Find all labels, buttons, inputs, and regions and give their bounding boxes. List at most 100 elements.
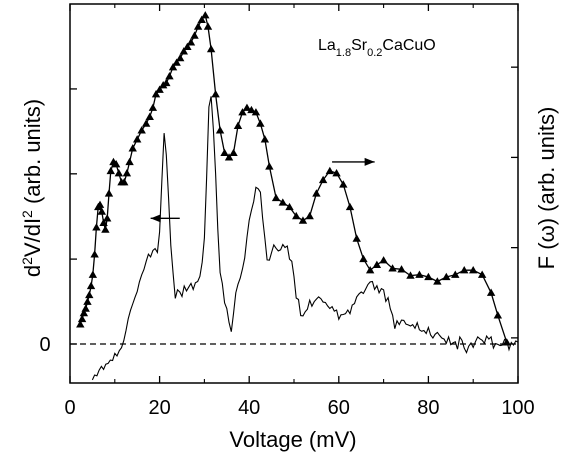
data-point-triangle xyxy=(193,22,203,30)
data-point-triangle xyxy=(125,157,134,166)
data-point-triangle xyxy=(332,168,341,177)
data-point-triangle xyxy=(224,153,234,161)
formula-text: La xyxy=(318,37,336,54)
data-point-triangle xyxy=(442,272,451,281)
x-tick-label: 80 xyxy=(417,397,439,419)
data-point-triangle xyxy=(114,168,124,177)
data-point-triangle xyxy=(122,168,132,177)
y-axis-label-left: d2V/dI2 (arb. units) xyxy=(19,99,45,277)
data-point-triangle xyxy=(251,108,261,116)
data-point-triangle xyxy=(141,119,151,127)
x-tick-label: 60 xyxy=(328,397,350,419)
data-point-triangle xyxy=(278,198,287,206)
data-point-triangle xyxy=(318,175,328,184)
data-point-triangle xyxy=(215,126,225,134)
data-point-triangle xyxy=(339,180,348,188)
data-point-triangle xyxy=(451,270,460,278)
data-point-triangle xyxy=(415,270,424,278)
series-line-f-omega xyxy=(79,13,508,343)
data-point-triangle xyxy=(372,260,382,268)
data-point-triangle xyxy=(120,178,129,186)
data-point-triangle xyxy=(285,202,294,211)
data-point-triangle xyxy=(312,189,321,197)
data-point-triangle xyxy=(162,78,171,87)
data-point-triangle xyxy=(81,304,90,312)
data-point-triangle xyxy=(345,202,355,211)
data-point-triangle xyxy=(165,71,174,80)
data-point-triangle xyxy=(148,103,158,111)
data-point-triangle xyxy=(86,281,96,290)
data-point-triangle xyxy=(238,108,247,116)
data-point-triangle xyxy=(183,42,192,51)
data-point-triangle xyxy=(256,119,265,127)
data-point-triangle xyxy=(95,200,105,208)
data-point-triangle xyxy=(242,103,252,111)
x-tick-label: 0 xyxy=(64,397,75,419)
y-tick-label-left: 0 xyxy=(39,334,50,356)
formula-text: Sr xyxy=(351,37,368,54)
data-point-triangle xyxy=(92,223,101,231)
data-point-triangle xyxy=(101,225,110,233)
data-point-triangle xyxy=(493,311,503,319)
data-point-triangle xyxy=(90,250,99,258)
formula-annotation: La1.8Sr0.2CaCuO xyxy=(318,37,436,59)
data-point-triangle xyxy=(128,144,137,152)
data-point-triangle xyxy=(233,121,243,129)
x-tick-label: 100 xyxy=(501,397,534,419)
data-point-triangle xyxy=(477,270,487,278)
data-point-triangle xyxy=(179,47,188,55)
data-point-triangle xyxy=(176,53,185,62)
data-point-triangle xyxy=(79,308,89,317)
data-point-triangle xyxy=(406,271,415,279)
axis-arrowhead-right xyxy=(364,157,375,166)
data-point-triangle xyxy=(197,15,206,23)
data-point-triangle xyxy=(424,272,433,281)
y-axis-label-right: F (ω) (arb. units) xyxy=(534,107,559,270)
plot-frame xyxy=(69,3,519,384)
data-point-triangle xyxy=(206,44,216,53)
data-point-triangle xyxy=(106,166,115,175)
data-point-triangle xyxy=(379,256,388,264)
formula-subscript: 1.8 xyxy=(336,47,351,59)
data-point-triangle xyxy=(486,288,496,296)
data-point-triangle xyxy=(260,135,270,143)
data-point-triangle xyxy=(151,90,161,98)
data-point-triangle xyxy=(352,234,361,242)
data-point-triangle xyxy=(190,31,199,39)
data-point-triangle xyxy=(155,85,164,93)
data-point-triangle xyxy=(229,148,238,157)
data-point-triangle xyxy=(211,90,220,98)
data-point-triangle xyxy=(104,189,114,197)
data-point-triangle xyxy=(365,266,375,274)
data-point-triangle xyxy=(102,214,112,222)
data-point-triangle xyxy=(137,126,146,134)
data-point-triangle xyxy=(76,320,85,328)
data-point-triangle xyxy=(220,148,229,157)
data-point-triangle xyxy=(265,162,274,170)
data-point-triangle xyxy=(271,193,281,202)
data-point-triangle xyxy=(388,264,397,272)
data-point-triangle xyxy=(460,266,469,274)
data-point-triangle xyxy=(83,297,92,305)
data-point-triangle xyxy=(298,216,308,224)
data-point-triangle xyxy=(305,211,314,220)
data-point-triangle xyxy=(88,270,98,278)
data-point-triangle xyxy=(172,58,181,66)
plot-area xyxy=(70,11,519,381)
data-point-triangle xyxy=(397,265,406,273)
data-point-triangle xyxy=(469,266,478,274)
data-point-triangle xyxy=(111,159,121,168)
data-point-triangle xyxy=(201,11,210,19)
data-point-triangle xyxy=(433,277,442,285)
data-point-triangle xyxy=(247,105,256,114)
data-point-triangle xyxy=(203,22,213,30)
series-line-d2vdi2 xyxy=(91,96,519,381)
data-point-triangle xyxy=(186,38,196,46)
data-point-triangle xyxy=(359,254,368,263)
data-point-triangle xyxy=(145,112,154,120)
formula-subscript: 0.2 xyxy=(367,47,382,59)
data-point-triangle xyxy=(168,62,178,71)
axes: 0 20 40 60 80 100 0 xyxy=(39,3,535,419)
axis-arrowhead-left xyxy=(150,214,161,223)
